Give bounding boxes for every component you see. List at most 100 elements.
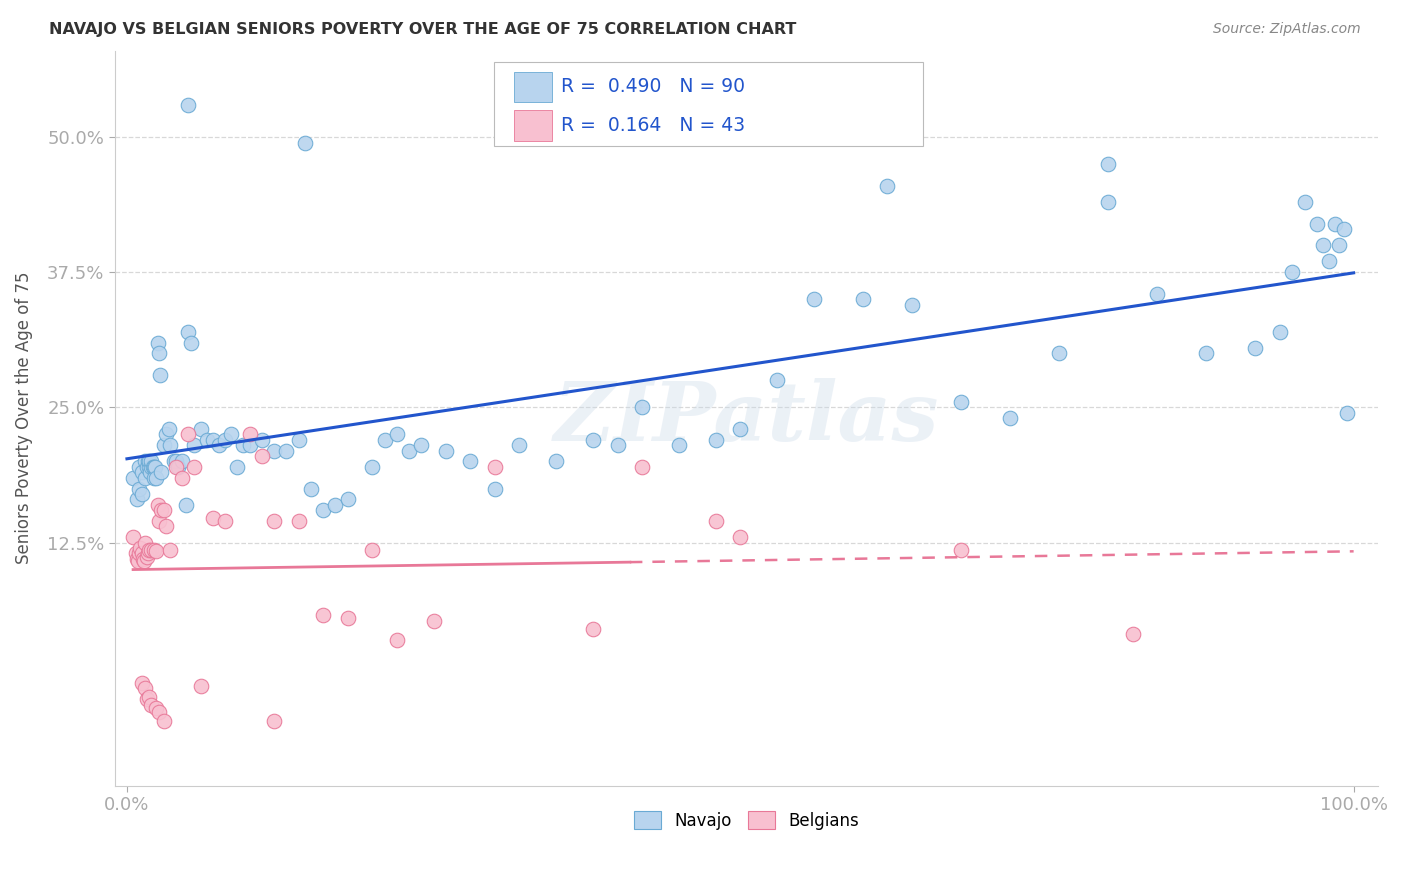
FancyBboxPatch shape — [515, 71, 551, 103]
Point — [138, 459, 160, 474]
Point — [141, 454, 163, 468]
Point — [852, 293, 875, 307]
Point — [876, 178, 898, 193]
Point — [1244, 341, 1267, 355]
Point — [183, 459, 205, 474]
Point — [606, 438, 628, 452]
Point — [208, 438, 231, 452]
Point — [152, 503, 174, 517]
Point — [180, 335, 202, 350]
Point — [287, 514, 309, 528]
Point — [172, 454, 194, 468]
Point — [1294, 194, 1316, 209]
Point — [142, 459, 165, 474]
Point — [336, 611, 359, 625]
Point — [263, 514, 285, 528]
Text: R =  0.490   N = 90: R = 0.490 N = 90 — [561, 78, 745, 96]
Point — [128, 459, 150, 474]
Point — [294, 136, 316, 150]
Point — [950, 543, 973, 558]
Point — [135, 692, 157, 706]
Point — [730, 422, 752, 436]
Point — [134, 681, 156, 696]
Point — [162, 454, 184, 468]
Point — [276, 443, 298, 458]
Point — [177, 427, 200, 442]
Point — [1097, 157, 1119, 171]
Point — [146, 498, 169, 512]
Point — [145, 701, 167, 715]
Point — [668, 438, 690, 452]
Point — [398, 443, 420, 458]
Point — [128, 482, 150, 496]
Point — [131, 465, 153, 479]
Point — [149, 368, 172, 382]
Point — [1312, 238, 1334, 252]
Point — [1097, 194, 1119, 209]
Point — [730, 530, 752, 544]
Point — [172, 471, 194, 485]
Point — [135, 549, 157, 564]
Point — [159, 438, 181, 452]
Point — [484, 459, 506, 474]
Point — [128, 546, 150, 560]
Point — [122, 530, 145, 544]
Point — [998, 411, 1021, 425]
Point — [434, 443, 457, 458]
Point — [299, 482, 322, 496]
Point — [174, 498, 197, 512]
Point — [131, 546, 153, 560]
Point — [131, 676, 153, 690]
Point — [142, 459, 165, 474]
FancyBboxPatch shape — [515, 111, 551, 141]
Point — [139, 465, 162, 479]
Point — [385, 427, 408, 442]
FancyBboxPatch shape — [494, 62, 924, 146]
Point — [165, 459, 187, 474]
Y-axis label: Seniors Poverty Over the Age of 75: Seniors Poverty Over the Age of 75 — [15, 272, 32, 565]
Point — [167, 459, 190, 474]
Point — [134, 554, 156, 568]
Point — [150, 503, 173, 517]
Point — [239, 438, 262, 452]
Point — [950, 395, 973, 409]
Point — [190, 679, 212, 693]
Point — [135, 459, 157, 474]
Point — [134, 454, 156, 468]
Point — [152, 714, 174, 728]
Point — [148, 346, 170, 360]
Point — [138, 543, 160, 558]
Point — [1317, 254, 1340, 268]
Point — [214, 433, 236, 447]
Point — [1306, 217, 1329, 231]
Point — [125, 551, 148, 566]
Point — [250, 449, 273, 463]
Point — [145, 544, 167, 558]
Point — [460, 454, 482, 468]
Point — [1195, 346, 1218, 360]
Point — [901, 298, 924, 312]
Point — [177, 325, 200, 339]
Point — [374, 433, 396, 447]
Point — [134, 535, 156, 549]
Point — [1336, 406, 1358, 420]
Point — [132, 551, 155, 566]
Point — [582, 433, 605, 447]
Point — [219, 427, 242, 442]
Point — [484, 482, 506, 496]
Point — [142, 471, 165, 485]
Point — [239, 427, 262, 442]
Point — [250, 433, 273, 447]
Point — [312, 503, 335, 517]
Text: Source: ZipAtlas.com: Source: ZipAtlas.com — [1213, 22, 1361, 37]
Point — [385, 632, 408, 647]
Point — [411, 438, 433, 452]
Point — [361, 459, 384, 474]
Point — [422, 615, 444, 629]
Point — [155, 519, 177, 533]
Point — [325, 498, 347, 512]
Point — [1281, 265, 1303, 279]
Point — [803, 293, 825, 307]
Point — [287, 433, 309, 447]
Point — [190, 422, 212, 436]
